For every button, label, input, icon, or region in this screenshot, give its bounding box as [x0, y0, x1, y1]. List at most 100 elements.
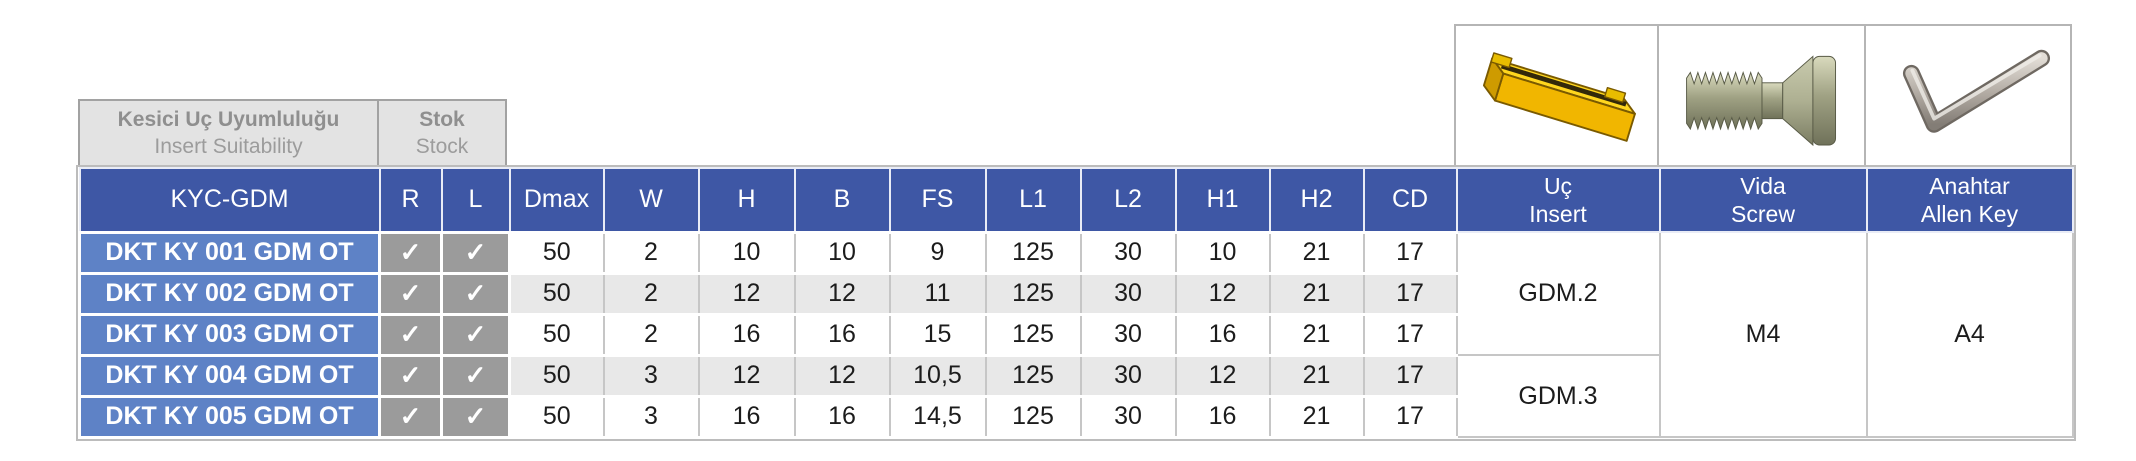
stock-label-en: Stock: [415, 135, 469, 158]
column-header-b: B: [793, 167, 891, 233]
allen-key-header-en: Allen Key: [1920, 201, 2019, 227]
h1-cell: 16: [1174, 394, 1271, 439]
l1-cell: 125: [984, 271, 1082, 316]
table-row: DKT KY 001 GDM OT ✓ ✓ 50 2 10 10 9 125 3…: [78, 230, 2074, 438]
column-header-h: H: [697, 167, 796, 233]
table-row: DKT KY 002 GDM OT ✓ ✓ 50 2 12 12 11 125 …: [78, 271, 2073, 316]
h-cell: 12: [697, 271, 796, 316]
b-cell: 10: [793, 230, 891, 275]
table-row: DKT KY 004 GDM OT ✓ ✓ 50 3 12 12 10,5 12…: [78, 353, 2073, 438]
insert-suitability-label-tr: Kesici Uç Uyumluluğu: [117, 108, 340, 131]
fs-cell: 9: [888, 230, 987, 275]
column-header-l2: L2: [1079, 167, 1177, 233]
table-header-row: KYC-GDM R L Dmax W H B FS L1 L2 H1 H2 CD…: [78, 167, 2074, 233]
check-icon: ✓: [464, 278, 487, 308]
dmax-cell: 50: [508, 312, 605, 357]
allen-key-icon: [1902, 49, 2051, 133]
check-icon: ✓: [399, 278, 422, 308]
stock-l-cell: ✓: [440, 230, 511, 275]
b-cell: 12: [793, 271, 891, 316]
check-icon: ✓: [399, 401, 422, 431]
cd-cell: 17: [1362, 394, 1458, 439]
stock-l-cell: ✓: [440, 312, 511, 357]
tool-spec-table: KYC-GDM R L Dmax W H B FS L1 L2 H1 H2 CD…: [76, 165, 2076, 441]
column-header-fs: FS: [888, 167, 987, 233]
check-icon: ✓: [399, 360, 422, 390]
h1-cell: 16: [1174, 312, 1271, 357]
column-header-cd: CD: [1362, 167, 1458, 233]
product-name-cell: DKT KY 005 GDM OT: [78, 394, 381, 439]
column-header-h2: H2: [1268, 167, 1365, 233]
insert-type-cell: GDM.2: [1455, 231, 1661, 356]
w-cell: 3: [602, 353, 700, 398]
product-name-cell: DKT KY 002 GDM OT: [78, 271, 381, 316]
table-row: DKT KY 005 GDM OT ✓ ✓ 50 3 16 16 14,5 12…: [78, 394, 2073, 439]
screw-photo-box: [1657, 24, 1866, 168]
fs-cell: 14,5: [888, 394, 987, 439]
insert-header-en: Insert: [1529, 201, 1587, 227]
stock-label-tr: Stok: [419, 108, 465, 131]
column-header-r: R: [378, 167, 443, 233]
h2-cell: 21: [1268, 230, 1365, 275]
stock-r-cell: ✓: [378, 271, 443, 316]
fs-cell: 15: [888, 312, 987, 357]
l1-cell: 125: [984, 353, 1082, 398]
b-cell: 16: [793, 394, 891, 439]
cd-cell: 17: [1362, 271, 1458, 316]
dmax-cell: 50: [508, 353, 605, 398]
h2-cell: 21: [1268, 271, 1365, 316]
h1-cell: 12: [1174, 271, 1271, 316]
column-header-model: KYC-GDM: [78, 167, 381, 233]
column-header-allen-key: Anahtar Allen Key: [1865, 167, 2074, 233]
check-icon: ✓: [464, 237, 487, 267]
cd-cell: 17: [1362, 353, 1458, 398]
stock-r-cell: ✓: [378, 230, 443, 275]
h2-cell: 21: [1268, 394, 1365, 439]
l2-cell: 30: [1079, 353, 1177, 398]
column-header-l1: L1: [984, 167, 1082, 233]
h1-cell: 10: [1174, 230, 1271, 275]
l2-cell: 30: [1079, 271, 1177, 316]
h2-cell: 21: [1268, 353, 1365, 398]
dmax-cell: 50: [508, 230, 605, 275]
h-cell: 10: [697, 230, 796, 275]
check-icon: ✓: [399, 237, 422, 267]
insert-header-tr: Uç: [1543, 173, 1573, 199]
stock-group-header: Stok Stock: [377, 99, 507, 167]
stock-l-cell: ✓: [440, 353, 511, 398]
h-cell: 16: [697, 312, 796, 357]
l2-cell: 30: [1079, 394, 1177, 439]
screw-header-tr: Vida: [1740, 173, 1786, 199]
allen-key-photo-box: [1864, 24, 2072, 168]
check-icon: ✓: [464, 319, 487, 349]
cd-cell: 17: [1362, 230, 1458, 275]
product-name-cell: DKT KY 003 GDM OT: [78, 312, 381, 357]
h2-cell: 21: [1268, 312, 1365, 357]
b-cell: 12: [793, 353, 891, 398]
l1-cell: 125: [984, 230, 1082, 275]
allen-key-header-tr: Anahtar: [1929, 173, 2010, 199]
insert-suitability-group-header: Kesici Uç Uyumluluğu Insert Suitability: [78, 99, 379, 167]
screw-type-cell: M4: [1658, 231, 1868, 438]
clamp-screw-icon: [1685, 55, 1836, 147]
column-header-dmax: Dmax: [508, 167, 605, 233]
dmax-cell: 50: [508, 271, 605, 316]
w-cell: 2: [602, 271, 700, 316]
w-cell: 2: [602, 230, 700, 275]
l2-cell: 30: [1079, 312, 1177, 357]
check-icon: ✓: [399, 319, 422, 349]
stock-r-cell: ✓: [378, 312, 443, 357]
stock-r-cell: ✓: [378, 394, 443, 439]
insert-suitability-label-en: Insert Suitability: [154, 135, 303, 158]
b-cell: 16: [793, 312, 891, 357]
column-header-w: W: [602, 167, 700, 233]
grooving-insert-icon: [1482, 52, 1636, 142]
column-header-insert: Uç Insert: [1455, 167, 1661, 233]
stock-l-cell: ✓: [440, 271, 511, 316]
allen-key-type-cell: A4: [1865, 231, 2074, 438]
l2-cell: 30: [1079, 230, 1177, 275]
column-header-h1: H1: [1174, 167, 1271, 233]
insert-type-cell: GDM.3: [1455, 354, 1661, 438]
insert-photo-box: [1454, 24, 1659, 168]
product-name-cell: DKT KY 001 GDM OT: [78, 230, 381, 275]
